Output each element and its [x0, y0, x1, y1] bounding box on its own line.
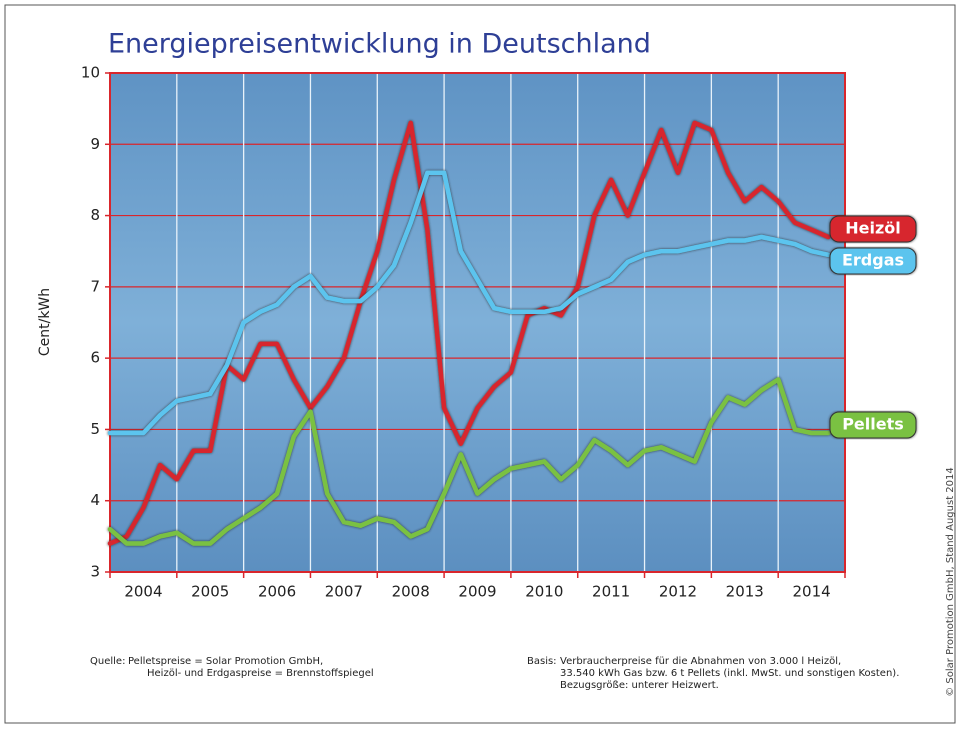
x-tick-label: 2012: [659, 583, 697, 601]
copyright: © Solar Promotion GmbH, Stand August 201…: [945, 467, 956, 697]
chart-title: Energiepreisentwicklung in Deutschland: [108, 29, 651, 60]
y-tick-label: 5: [90, 420, 100, 438]
y-tick-label: 7: [90, 277, 100, 295]
y-tick-label: 8: [90, 206, 100, 224]
x-tick-label: 2014: [792, 583, 830, 601]
legend-label: Heizöl: [845, 218, 901, 237]
x-tick-label: 2008: [392, 583, 430, 601]
y-tick-label: 10: [81, 64, 100, 82]
basis-line: 33.540 kWh Gas bzw. 6 t Pellets (inkl. M…: [560, 668, 899, 679]
x-tick-label: 2011: [592, 583, 630, 601]
legend-item: Heizöl: [830, 216, 916, 242]
x-tick-label: 2009: [458, 583, 496, 601]
source-line: Heizöl- und Erdgaspreise = Brennstoffspi…: [147, 668, 374, 679]
plot-area: [110, 73, 845, 572]
x-tick-label: 2004: [124, 583, 162, 601]
chart: Energiepreisentwicklung in Deutschland C…: [0, 0, 961, 729]
legend-label: Pellets: [842, 414, 904, 433]
x-tick-label: 2006: [258, 583, 296, 601]
y-axis-label: Cent/kWh: [37, 288, 53, 356]
y-tick-label: 3: [90, 563, 100, 581]
legend-label: Erdgas: [842, 250, 904, 269]
x-tick-label: 2007: [325, 583, 363, 601]
legend-item: Pellets: [830, 412, 916, 438]
x-tick-label: 2005: [191, 583, 229, 601]
x-tick-label: 2013: [726, 583, 764, 601]
basis-line: Bezugsgröße: unterer Heizwert.: [560, 680, 719, 691]
legend-item: Erdgas: [830, 248, 916, 274]
y-tick-label: 9: [90, 135, 100, 153]
x-tick-label: 2010: [525, 583, 563, 601]
basis-label: Basis:: [527, 656, 557, 667]
y-tick-label: 4: [90, 491, 100, 509]
source-label: Quelle:: [90, 656, 125, 667]
basis-line: Verbraucherpreise für die Abnahmen von 3…: [560, 656, 841, 667]
source-line: Pelletspreise = Solar Promotion GmbH,: [128, 656, 323, 667]
y-tick-label: 6: [90, 349, 100, 367]
